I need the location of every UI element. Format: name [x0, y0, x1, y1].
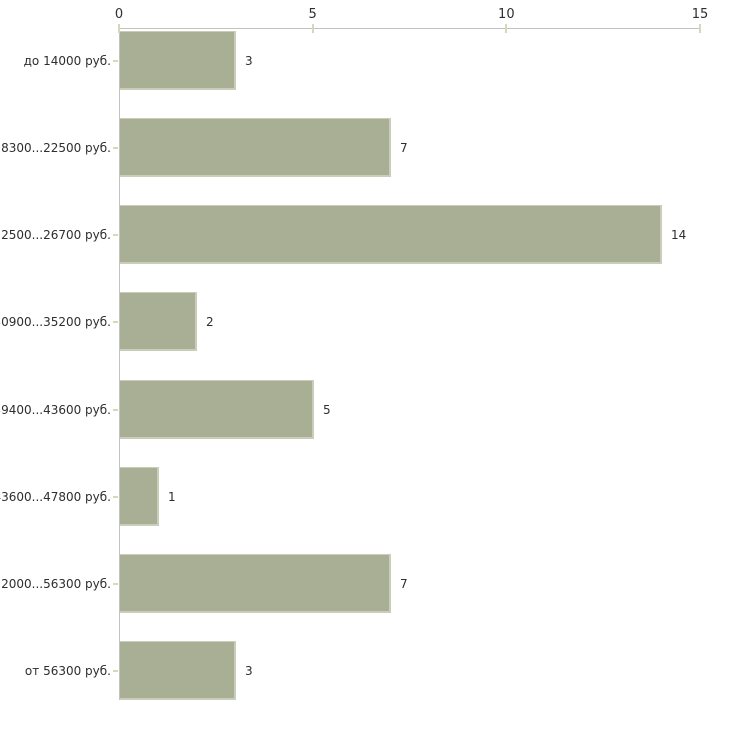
bar-value-label: 5: [323, 402, 331, 417]
category-label: 18300...22500 руб.: [0, 140, 111, 155]
bar: [120, 118, 391, 177]
x-axis-tick-label: 5: [308, 7, 317, 22]
x-axis-tick-label: 15: [691, 7, 709, 22]
x-axis-line: [119, 28, 701, 29]
x-axis-tick-label: 10: [498, 7, 515, 22]
x-axis-tick: [699, 24, 701, 33]
category-label: до 14000 руб.: [23, 53, 111, 68]
bar: [120, 31, 236, 90]
y-axis-line: [119, 28, 120, 700]
bar-value-label: 7: [400, 140, 408, 155]
bar-value-label: 3: [245, 53, 253, 68]
x-axis-tick: [505, 24, 508, 33]
bar: [120, 292, 197, 351]
category-tick: [113, 409, 118, 411]
bar-value-label: 3: [245, 663, 253, 678]
category-tick: [113, 234, 118, 236]
category-label: от 56300 руб.: [24, 663, 111, 678]
category-tick: [113, 321, 118, 323]
bar: [120, 641, 236, 700]
bar-value-label: 2: [206, 314, 214, 329]
category-tick: [113, 583, 118, 585]
bar-value-label: 14: [671, 227, 687, 242]
x-axis-tick-label: 0: [114, 7, 124, 22]
category-label: 39400...43600 руб.: [0, 402, 111, 417]
category-tick: [113, 670, 118, 672]
bar: [120, 554, 391, 613]
category-label: 22500...26700 руб.: [0, 227, 111, 242]
category-tick: [113, 147, 118, 149]
bar-value-label: 1: [168, 489, 176, 504]
bar: [120, 380, 314, 439]
category-label: 52000...56300 руб.: [0, 576, 111, 591]
category-tick: [113, 60, 118, 62]
category-label: 43600...47800 руб.: [0, 489, 111, 504]
category-tick: [113, 496, 118, 498]
x-axis-tick: [118, 24, 120, 33]
bar: [120, 205, 662, 264]
bar-value-label: 7: [400, 576, 408, 591]
category-label: 30900...35200 руб.: [0, 314, 111, 329]
bar: [120, 467, 159, 526]
x-axis-tick: [311, 24, 314, 33]
